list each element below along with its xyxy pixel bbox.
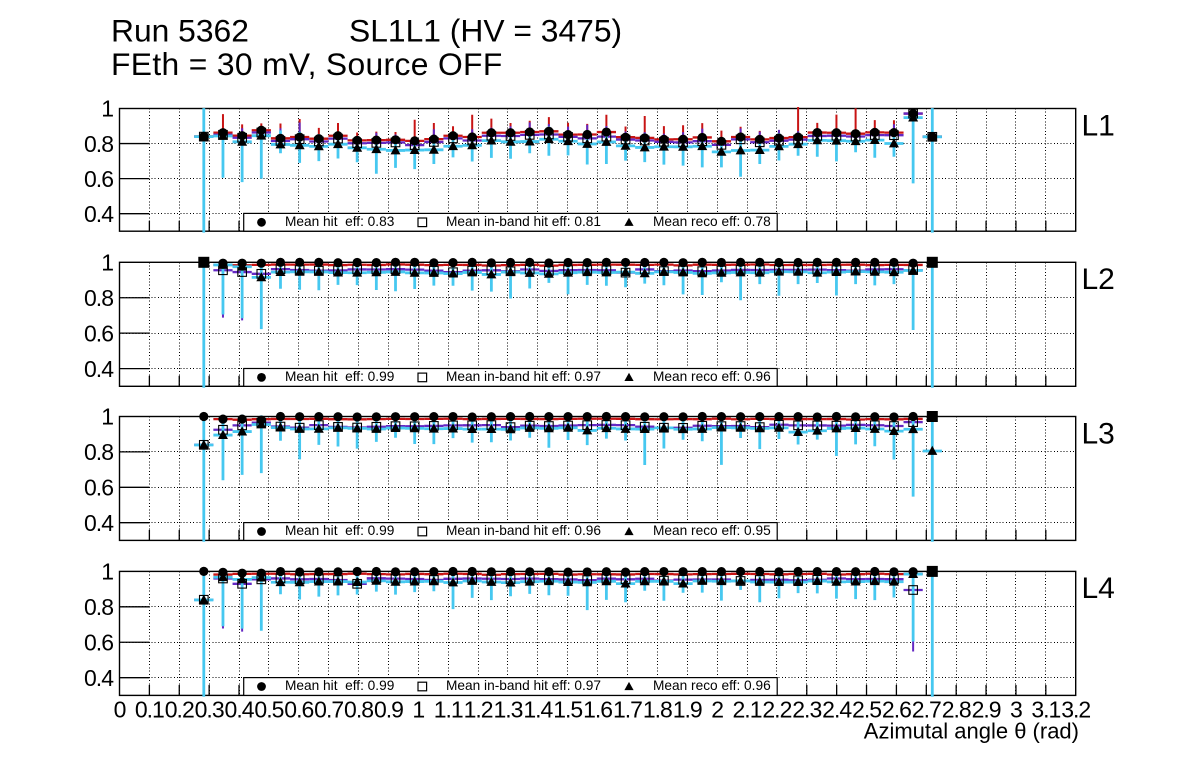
svg-text:1.6: 1.6 bbox=[583, 696, 612, 722]
svg-text:Mean reco eff: 0.95: Mean reco eff: 0.95 bbox=[653, 523, 771, 538]
svg-text:1.3: 1.3 bbox=[493, 696, 522, 722]
svg-text:Mean reco eff: 0.96: Mean reco eff: 0.96 bbox=[653, 678, 771, 693]
svg-text:0.2: 0.2 bbox=[165, 696, 194, 722]
svg-text:Mean in-band hit eff: 0.81: Mean in-band hit eff: 0.81 bbox=[446, 214, 601, 229]
svg-text:Mean in-band hit eff: 0.96: Mean in-band hit eff: 0.96 bbox=[446, 523, 601, 538]
svg-text:Mean reco eff: 0.78: Mean reco eff: 0.78 bbox=[653, 214, 771, 229]
svg-text:Mean reco eff: 0.96: Mean reco eff: 0.96 bbox=[653, 369, 771, 384]
svg-text:0.3: 0.3 bbox=[195, 696, 224, 722]
svg-text:Mean hit eff: 0.99: Mean hit eff: 0.99 bbox=[285, 678, 394, 693]
svg-text:1.4: 1.4 bbox=[523, 696, 553, 722]
svg-text:1: 1 bbox=[101, 559, 113, 585]
svg-text:0.7: 0.7 bbox=[314, 696, 343, 722]
svg-text:0.8: 0.8 bbox=[84, 131, 113, 157]
svg-text:1: 1 bbox=[101, 250, 113, 276]
svg-text:SL1L1 (HV = 3475): SL1L1 (HV = 3475) bbox=[349, 13, 622, 49]
svg-text:0.8: 0.8 bbox=[84, 439, 113, 465]
svg-text:0.4: 0.4 bbox=[84, 510, 114, 536]
svg-text:2.6: 2.6 bbox=[882, 696, 911, 722]
svg-text:2.9: 2.9 bbox=[972, 696, 1001, 722]
svg-text:2.5: 2.5 bbox=[852, 696, 881, 722]
svg-text:0.8: 0.8 bbox=[84, 285, 113, 311]
svg-text:1.5: 1.5 bbox=[553, 696, 582, 722]
svg-text:3: 3 bbox=[1010, 696, 1022, 722]
svg-text:1: 1 bbox=[412, 696, 424, 722]
svg-text:Azimutal angle θ (rad): Azimutal angle θ (rad) bbox=[864, 719, 1079, 744]
svg-text:0.4: 0.4 bbox=[84, 201, 114, 227]
svg-text:0.8: 0.8 bbox=[344, 696, 373, 722]
svg-text:2.4: 2.4 bbox=[822, 696, 852, 722]
svg-text:0.6: 0.6 bbox=[84, 320, 113, 346]
svg-text:FEth = 30 mV, Source OFF: FEth = 30 mV, Source OFF bbox=[111, 46, 503, 82]
svg-text:0.9: 0.9 bbox=[374, 696, 403, 722]
svg-text:2.1: 2.1 bbox=[733, 696, 762, 722]
svg-text:2.8: 2.8 bbox=[942, 696, 971, 722]
svg-text:0.6: 0.6 bbox=[84, 475, 113, 501]
svg-text:Mean hit eff: 0.83: Mean hit eff: 0.83 bbox=[285, 214, 395, 229]
svg-text:2.3: 2.3 bbox=[792, 696, 821, 722]
svg-text:2: 2 bbox=[711, 696, 723, 722]
svg-text:0: 0 bbox=[114, 696, 126, 722]
svg-text:3.1: 3.1 bbox=[1031, 696, 1060, 722]
svg-text:0.4: 0.4 bbox=[84, 665, 114, 691]
svg-text:1.9: 1.9 bbox=[673, 696, 702, 722]
svg-text:3.2: 3.2 bbox=[1061, 696, 1090, 722]
svg-text:0.5: 0.5 bbox=[254, 696, 283, 722]
svg-text:0.6: 0.6 bbox=[84, 166, 113, 192]
svg-text:Mean in-band hit eff: 0.97: Mean in-band hit eff: 0.97 bbox=[446, 369, 601, 384]
svg-text:2.2: 2.2 bbox=[762, 696, 791, 722]
svg-text:0.6: 0.6 bbox=[84, 630, 113, 656]
svg-text:Mean hit eff: 0.99: Mean hit eff: 0.99 bbox=[285, 523, 394, 538]
svg-text:0.4: 0.4 bbox=[225, 696, 255, 722]
svg-text:1.1: 1.1 bbox=[434, 696, 463, 722]
svg-text:0.6: 0.6 bbox=[284, 696, 313, 722]
svg-text:Mean in-band hit eff: 0.97: Mean in-band hit eff: 0.97 bbox=[446, 678, 601, 693]
svg-text:0.1: 0.1 bbox=[135, 696, 164, 722]
svg-text:0.4: 0.4 bbox=[84, 356, 114, 382]
svg-text:1.7: 1.7 bbox=[613, 696, 642, 722]
svg-text:2.7: 2.7 bbox=[912, 696, 941, 722]
svg-text:0.8: 0.8 bbox=[84, 594, 113, 620]
svg-text:L1: L1 bbox=[1082, 109, 1115, 142]
svg-text:1: 1 bbox=[101, 96, 113, 122]
svg-text:1.8: 1.8 bbox=[643, 696, 672, 722]
svg-text:L4: L4 bbox=[1082, 572, 1115, 605]
svg-text:Run 5362: Run 5362 bbox=[111, 13, 249, 49]
svg-text:1: 1 bbox=[101, 404, 113, 430]
svg-text:Mean hit eff: 0.99: Mean hit eff: 0.99 bbox=[285, 369, 394, 384]
svg-text:L2: L2 bbox=[1082, 263, 1115, 296]
svg-text:1.2: 1.2 bbox=[464, 696, 493, 722]
svg-text:L3: L3 bbox=[1082, 417, 1115, 450]
